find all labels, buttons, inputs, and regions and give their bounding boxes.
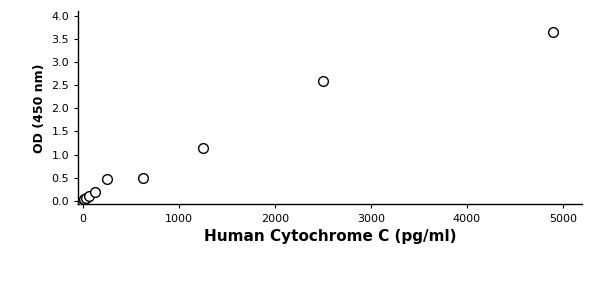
Point — [79, 197, 89, 201]
Point — [78, 199, 88, 204]
Point — [198, 145, 208, 150]
Point — [102, 177, 112, 181]
X-axis label: Human Cytochrome C (pg/ml): Human Cytochrome C (pg/ml) — [204, 229, 456, 244]
Y-axis label: OD (450 nm): OD (450 nm) — [32, 63, 46, 153]
Point — [81, 196, 91, 200]
Point — [318, 78, 328, 83]
Point — [138, 176, 148, 180]
Point — [79, 198, 88, 202]
Point — [90, 190, 100, 195]
Point — [84, 194, 94, 199]
Point — [548, 30, 558, 34]
